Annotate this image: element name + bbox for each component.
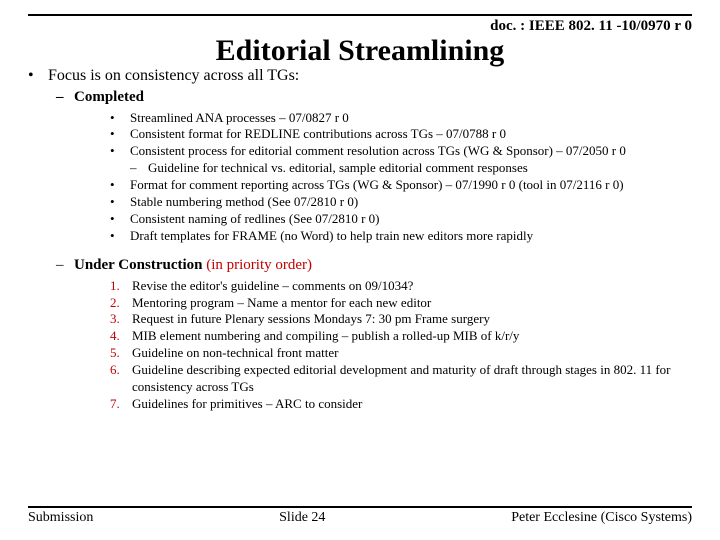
sub-list-item: –Guideline for technical vs. editorial, … <box>130 160 692 177</box>
header-rule <box>28 14 692 16</box>
item-text: Guidelines for primitives – ARC to consi… <box>132 396 362 413</box>
item-text: Consistent naming of redlines (See 07/28… <box>130 211 380 228</box>
list-item: •Format for comment reporting across TGs… <box>110 177 692 194</box>
item-text: Consistent process for editorial comment… <box>130 143 626 160</box>
item-text: Request in future Plenary sessions Monda… <box>132 311 490 328</box>
list-item: •Streamlined ANA processes – 07/0827 r 0 <box>110 110 692 127</box>
list-item: 6.Guideline describing expected editoria… <box>110 362 692 396</box>
bullet-dot-icon: • <box>110 143 130 160</box>
top-bullet-text: Focus is on consistency across all TGs: <box>48 67 299 85</box>
item-text: Revise the editor's guideline – comments… <box>132 278 413 295</box>
dash-icon: – <box>130 160 148 177</box>
bullet-dot-icon: • <box>110 194 130 211</box>
bullet-dot-icon: • <box>110 177 130 194</box>
list-item: •Consistent naming of redlines (See 07/2… <box>110 211 692 228</box>
item-text: Draft templates for FRAME (no Word) to h… <box>130 228 533 245</box>
item-text: Guideline on non-technical front matter <box>132 345 338 362</box>
footer-right: Peter Ecclesine (Cisco Systems) <box>511 510 692 526</box>
item-number: 3. <box>110 311 132 328</box>
bullet-dot-icon: • <box>110 126 130 143</box>
uc-main: Under Construction <box>74 257 202 273</box>
completed-label: Completed <box>74 89 144 106</box>
bullet-dot-icon: • <box>110 110 130 127</box>
uc-priority: (in priority order) <box>206 257 312 273</box>
top-bullet: • Focus is on consistency across all TGs… <box>28 67 692 85</box>
slide-title: Editorial Streamlining <box>28 35 692 67</box>
bullet-dot-icon: • <box>110 211 130 228</box>
completed-heading: – Completed <box>56 89 692 106</box>
item-text: Stable numbering method (See 07/2810 r 0… <box>130 194 358 211</box>
bullet-dot-icon: • <box>28 67 48 85</box>
sub-item-text: Guideline for technical vs. editorial, s… <box>148 160 528 177</box>
list-item: 5.Guideline on non-technical front matte… <box>110 345 692 362</box>
item-number: 1. <box>110 278 132 295</box>
list-item: 1.Revise the editor's guideline – commen… <box>110 278 692 295</box>
list-item: •Consistent process for editorial commen… <box>110 143 692 160</box>
item-text: MIB element numbering and compiling – pu… <box>132 328 519 345</box>
list-item: 4.MIB element numbering and compiling – … <box>110 328 692 345</box>
item-text: Streamlined ANA processes – 07/0827 r 0 <box>130 110 349 127</box>
list-item: 7.Guidelines for primitives – ARC to con… <box>110 396 692 413</box>
dash-icon: – <box>56 257 74 274</box>
under-construction-label: Under Construction (in priority order) <box>74 257 312 274</box>
slide-page: doc. : IEEE 802. 11 -10/0970 r 0 Editori… <box>0 0 720 540</box>
dash-icon: – <box>56 89 74 106</box>
doc-reference: doc. : IEEE 802. 11 -10/0970 r 0 <box>28 18 692 35</box>
list-item: 3.Request in future Plenary sessions Mon… <box>110 311 692 328</box>
under-construction-list: 1.Revise the editor's guideline – commen… <box>110 278 692 413</box>
under-construction-heading: – Under Construction (in priority order) <box>56 257 692 274</box>
item-text: Mentoring program – Name a mentor for ea… <box>132 295 431 312</box>
footer-row: Submission Slide 24 Peter Ecclesine (Cis… <box>28 510 692 526</box>
completed-list: •Streamlined ANA processes – 07/0827 r 0… <box>110 110 692 245</box>
footer-rule <box>28 506 692 508</box>
item-text: Consistent format for REDLINE contributi… <box>130 126 506 143</box>
list-item: 2.Mentoring program – Name a mentor for … <box>110 295 692 312</box>
item-number: 5. <box>110 345 132 362</box>
item-number: 7. <box>110 396 132 413</box>
item-number: 6. <box>110 362 132 396</box>
footer-left: Submission <box>28 510 93 526</box>
list-item: •Draft templates for FRAME (no Word) to … <box>110 228 692 245</box>
slide-footer: Submission Slide 24 Peter Ecclesine (Cis… <box>28 506 692 526</box>
item-number: 4. <box>110 328 132 345</box>
list-item: •Consistent format for REDLINE contribut… <box>110 126 692 143</box>
item-number: 2. <box>110 295 132 312</box>
item-text: Guideline describing expected editorial … <box>132 362 692 396</box>
list-item: •Stable numbering method (See 07/2810 r … <box>110 194 692 211</box>
item-text: Format for comment reporting across TGs … <box>130 177 624 194</box>
bullet-dot-icon: • <box>110 228 130 245</box>
footer-center: Slide 24 <box>279 510 325 526</box>
